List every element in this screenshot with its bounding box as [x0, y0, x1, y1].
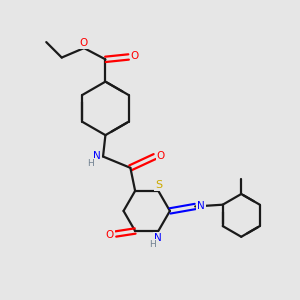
Text: H: H	[87, 159, 94, 168]
Text: O: O	[106, 230, 114, 241]
Text: O: O	[130, 51, 139, 62]
Text: O: O	[79, 38, 88, 48]
Text: N: N	[197, 201, 205, 211]
Text: O: O	[157, 151, 165, 161]
Text: H: H	[149, 240, 156, 249]
Text: S: S	[155, 180, 162, 190]
Text: N: N	[93, 151, 101, 161]
Text: N: N	[154, 233, 162, 243]
